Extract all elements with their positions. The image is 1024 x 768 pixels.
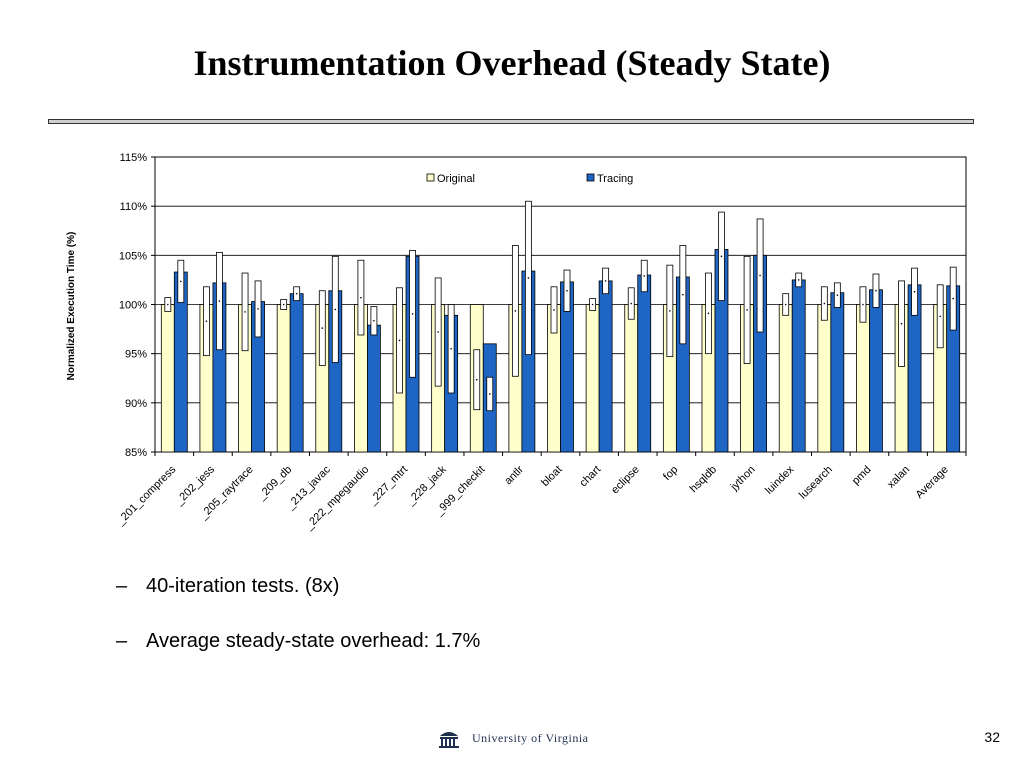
error-bar-mean-dot — [282, 303, 285, 306]
x-tick-label: eclipse — [609, 464, 642, 497]
error-bar-mean-dot — [450, 347, 452, 350]
x-tick-label: hsqldb — [688, 464, 719, 495]
error-bar-mean-dot — [913, 290, 916, 293]
error-bar-mean-dot — [257, 308, 259, 310]
bullet-text: Average steady-state overhead: 1.7% — [146, 630, 481, 652]
error-bar-mean-dot — [180, 280, 182, 283]
legend-label-original: Original — [437, 173, 475, 185]
error-bar-mean-dot — [604, 280, 607, 282]
y-tick-label: 115% — [120, 152, 148, 164]
bullet-item: –40-iteration tests. (8x) — [116, 575, 339, 598]
footer-university-name: University of Virginia — [472, 730, 589, 745]
error-bar-mean-dot — [373, 319, 375, 322]
error-bar-mean-dot — [205, 320, 208, 323]
error-bar-mean-dot — [900, 322, 903, 325]
x-tick-label: lusearch — [797, 464, 835, 502]
slide-title: Instrumentation Overhead (Steady State) — [193, 43, 831, 83]
bar-original — [160, 304, 175, 453]
page-number: 32 — [984, 729, 1000, 745]
legend-swatch-tracing — [586, 173, 595, 182]
error-bar-mean-dot — [334, 308, 337, 311]
error-bar-mean-dot — [823, 302, 826, 305]
y-tick-label: 100% — [119, 300, 147, 312]
error-bar-mean-dot — [527, 277, 530, 279]
y-tick-label: 105% — [119, 250, 147, 262]
error-bar-mean-dot — [720, 255, 723, 258]
x-tick-label: jython — [728, 464, 758, 494]
error-bar-mean-dot — [514, 310, 517, 312]
error-bar-mean-dot — [437, 331, 439, 333]
error-bar-mean-dot — [746, 309, 748, 311]
error-bar-mean-dot — [952, 297, 954, 300]
x-tick-label: luindex — [763, 463, 796, 496]
bar-tracing — [289, 293, 304, 453]
x-tick-label: _227_mtrt — [366, 464, 410, 508]
x-tick-label: antlr — [502, 463, 526, 487]
x-tick-label: fop — [661, 464, 680, 483]
error-bar-mean-dot — [411, 313, 414, 315]
error-bar-mean-dot — [797, 279, 800, 281]
error-bar-mean-dot — [669, 310, 671, 312]
bar-original — [778, 304, 793, 453]
error-bar-mean-dot — [553, 309, 555, 311]
bar-original — [585, 304, 600, 453]
chart: 85% 90% 95% 100% 105% 110% 115% _201_compress _2… — [66, 152, 967, 533]
y-axis-label: Normalized Execution Time (%) — [66, 232, 77, 381]
error-bar-mean-dot — [360, 296, 362, 299]
rotunda-icon — [439, 732, 459, 748]
bar-tracing — [637, 274, 652, 453]
error-bar-mean-dot — [244, 311, 246, 313]
bar-original — [624, 304, 639, 453]
error-bar-mean-dot — [862, 303, 864, 306]
y-tick-label: 85% — [125, 447, 147, 459]
error-bar-mean-dot — [488, 393, 491, 395]
title-divider — [48, 119, 974, 124]
x-tick-label: bloat — [539, 464, 564, 489]
error-bar-layer — [164, 200, 957, 412]
bullet-item: – Average steady-state overhead: 1.7% — [116, 630, 480, 653]
error-bar-mean-dot — [939, 315, 941, 318]
bar-original — [276, 304, 291, 453]
error-bar-mean-dot — [591, 303, 594, 306]
bullet-text: 40-iteration tests. (8x) — [146, 575, 340, 597]
bar-tracing — [791, 279, 806, 453]
bar-tracing — [830, 292, 845, 453]
x-tick-label: Average — [913, 464, 950, 501]
error-bar-mean-dot — [630, 302, 633, 305]
university-logo: University of Virginia — [438, 727, 589, 749]
bar-original — [856, 304, 870, 453]
error-bar-mean-dot — [475, 378, 478, 381]
y-tick-label: 95% — [125, 349, 147, 361]
error-bar-mean-dot — [682, 293, 684, 296]
legend-label-tracing: Tracing — [597, 173, 633, 185]
error-bar-mean-dot — [398, 339, 401, 342]
error-bar-mean-dot — [643, 275, 646, 277]
legend-swatch-original — [426, 173, 435, 182]
x-tick-label: chart — [577, 464, 603, 490]
error-bar-mean-dot — [218, 300, 221, 302]
bullet-marker: – — [116, 630, 128, 652]
y-tick-label: 90% — [125, 398, 147, 410]
bar-original — [817, 304, 832, 453]
error-bar-mean-dot — [759, 274, 761, 277]
error-bar-mean-dot — [167, 303, 169, 306]
x-tick-label: pmd — [850, 464, 874, 488]
y-tick-label: 110% — [120, 201, 148, 213]
bar-tracing — [869, 289, 883, 453]
error-bar-mean-dot — [295, 292, 298, 295]
error-bar-mean-dot — [836, 294, 839, 296]
x-tick-label: xalan — [885, 464, 912, 491]
bar-tracing — [598, 280, 613, 453]
error-bar-mean-dot — [566, 289, 568, 292]
error-bar-mean-dot — [875, 289, 877, 292]
bar-tracing — [367, 324, 381, 453]
bullet-marker: – — [116, 575, 128, 597]
error-bar-mean-dot — [784, 303, 787, 306]
error-bar-mean-dot — [321, 327, 324, 329]
x-tick-label: _209_db — [255, 464, 294, 503]
x-tick-label: _201_compress — [114, 463, 179, 528]
legend: Original Tracing — [426, 173, 633, 185]
error-bar-mean-dot — [707, 312, 710, 315]
x-tick-label: _222_mpegaudio — [302, 464, 371, 533]
